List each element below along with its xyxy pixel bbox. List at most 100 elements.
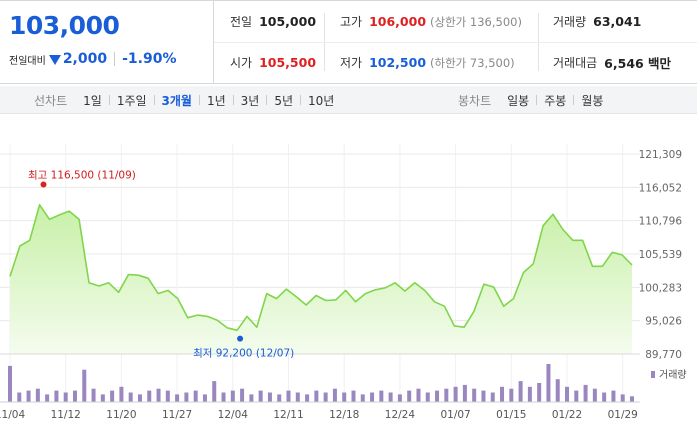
volume-value: 63,041	[593, 14, 642, 29]
low-annotation-label: 최저 92,200 (12/07)	[193, 348, 294, 360]
volume-bar	[26, 390, 31, 402]
low-cell: 저가 102,500 (하한가 73,500)	[340, 42, 515, 83]
y-tick-label: 121,309	[639, 149, 682, 161]
volume-bar	[435, 390, 440, 402]
quote-summary-panel: 103,000 전일대비 2,000 -1.90% 전일 105,000 고가 …	[0, 0, 697, 84]
divider	[108, 95, 110, 105]
price-chart[interactable]: 121,309 116,052 110,796 105,539 100,283 95,02…	[0, 114, 697, 433]
down-triangle-icon	[48, 54, 61, 65]
divider	[153, 95, 155, 105]
x-tick-label: 11/20	[106, 409, 136, 421]
y-tick-label: 100,283	[639, 282, 682, 294]
weekly-candle-tab[interactable]: 주봉	[544, 93, 567, 108]
volume-bar	[620, 394, 625, 402]
prev-close-cell: 전일 105,000	[230, 1, 316, 42]
trade-value-value: 6,546 백만	[604, 56, 672, 71]
volume-bar	[537, 383, 542, 402]
volume-bar	[602, 392, 607, 402]
volume-bar	[555, 379, 560, 402]
y-tick-label: 95,026	[645, 316, 682, 328]
volume-bar	[110, 390, 115, 402]
volume-label: 거래량	[553, 15, 587, 29]
price-line	[9, 204, 633, 332]
trade-value-label: 거래대금	[553, 56, 598, 70]
period-1d-tab[interactable]: 1일	[83, 93, 102, 108]
volume-bar	[202, 394, 207, 402]
volume-bar	[128, 392, 133, 402]
chart-toolbar: 선차트 1일 1주일 3개월 1년 3년 5년 10년 봉차트 일봉 주봉 월봉	[0, 86, 697, 114]
volume-bar	[453, 386, 458, 402]
period-1y-tab[interactable]: 1년	[206, 93, 226, 108]
volume-bar	[286, 390, 291, 402]
volume-bar	[267, 392, 272, 402]
volume-bar	[611, 390, 616, 402]
y-tick-label: 116,052	[639, 182, 682, 194]
volume-bar	[583, 384, 588, 402]
volume-bar	[119, 386, 124, 402]
low-label: 저가	[340, 56, 363, 70]
monthly-candle-tab[interactable]: 월봉	[581, 93, 604, 108]
x-tick-label: 01/07	[440, 409, 470, 421]
open-cell: 시가 105,500	[230, 42, 316, 83]
trade-value-cell: 거래대금 6,546 백만	[553, 42, 671, 83]
volume-bar	[165, 390, 170, 402]
lower-limit: (하한가 73,500)	[430, 55, 515, 70]
candle-chart-periods: 봉차트 일봉 주봉 월봉	[458, 86, 607, 114]
volume-legend-swatch	[651, 371, 655, 378]
period-10y-tab[interactable]: 10년	[308, 93, 335, 108]
divider	[198, 95, 200, 105]
open-label: 시가	[230, 56, 253, 70]
volume-bar	[397, 394, 402, 402]
y-tick-label: 89,770	[645, 349, 682, 361]
volume-bar	[258, 390, 263, 402]
volume-bar	[147, 390, 152, 402]
x-tick-label: 11/12	[51, 409, 81, 421]
change-percent: -1.90%	[122, 51, 177, 67]
volume-bar	[295, 392, 300, 402]
volume-bar	[8, 365, 12, 402]
volume-bar	[249, 394, 254, 402]
volume-bar	[490, 392, 495, 402]
x-tick-label: 11/27	[162, 409, 192, 421]
period-1w-tab[interactable]: 1주일	[116, 93, 147, 108]
volume-bar	[100, 394, 105, 402]
volume-bar	[323, 392, 328, 402]
volume-bar	[518, 381, 523, 402]
volume-bar	[388, 392, 393, 402]
volume-bar	[407, 390, 412, 402]
volume-bar	[546, 364, 551, 402]
period-5y-tab[interactable]: 5년	[274, 93, 294, 108]
x-tick-label: 12/18	[329, 409, 359, 421]
period-3y-tab[interactable]: 3년	[240, 93, 260, 108]
volume-bar	[72, 390, 77, 402]
volume-bar	[574, 390, 579, 402]
change-row: 전일대비 2,000 -1.90%	[9, 49, 177, 69]
volume-bar	[370, 392, 375, 402]
volume-bar	[351, 390, 356, 402]
price-area	[10, 204, 632, 354]
volume-bar	[360, 394, 365, 402]
volume-bar	[416, 388, 421, 402]
volume-bar	[45, 394, 50, 402]
volume-bar	[565, 386, 570, 402]
volume-bar	[444, 388, 449, 402]
change-divider	[114, 52, 116, 66]
prev-close-value: 105,000	[259, 14, 317, 29]
daily-candle-tab[interactable]: 일봉	[507, 93, 530, 108]
high-label: 고가	[340, 15, 363, 29]
volume-bar	[82, 369, 87, 402]
period-3m-tab[interactable]: 3개월	[161, 93, 192, 108]
high-value: 106,000	[369, 14, 427, 29]
volume-bar	[54, 390, 59, 402]
volume-bar	[481, 390, 486, 402]
line-chart-title: 선차트	[34, 93, 68, 108]
volume-cell: 거래량 63,041	[553, 1, 641, 42]
x-tick-label: 12/11	[273, 409, 303, 421]
x-tick-label: 11/04	[0, 409, 25, 421]
volume-bar	[592, 388, 597, 402]
row-divider	[214, 42, 697, 43]
divider	[573, 95, 575, 105]
volume-bar	[500, 386, 505, 402]
high-annotation-label: 최고 116,500 (11/09)	[28, 169, 136, 181]
volume-bar	[212, 381, 217, 402]
